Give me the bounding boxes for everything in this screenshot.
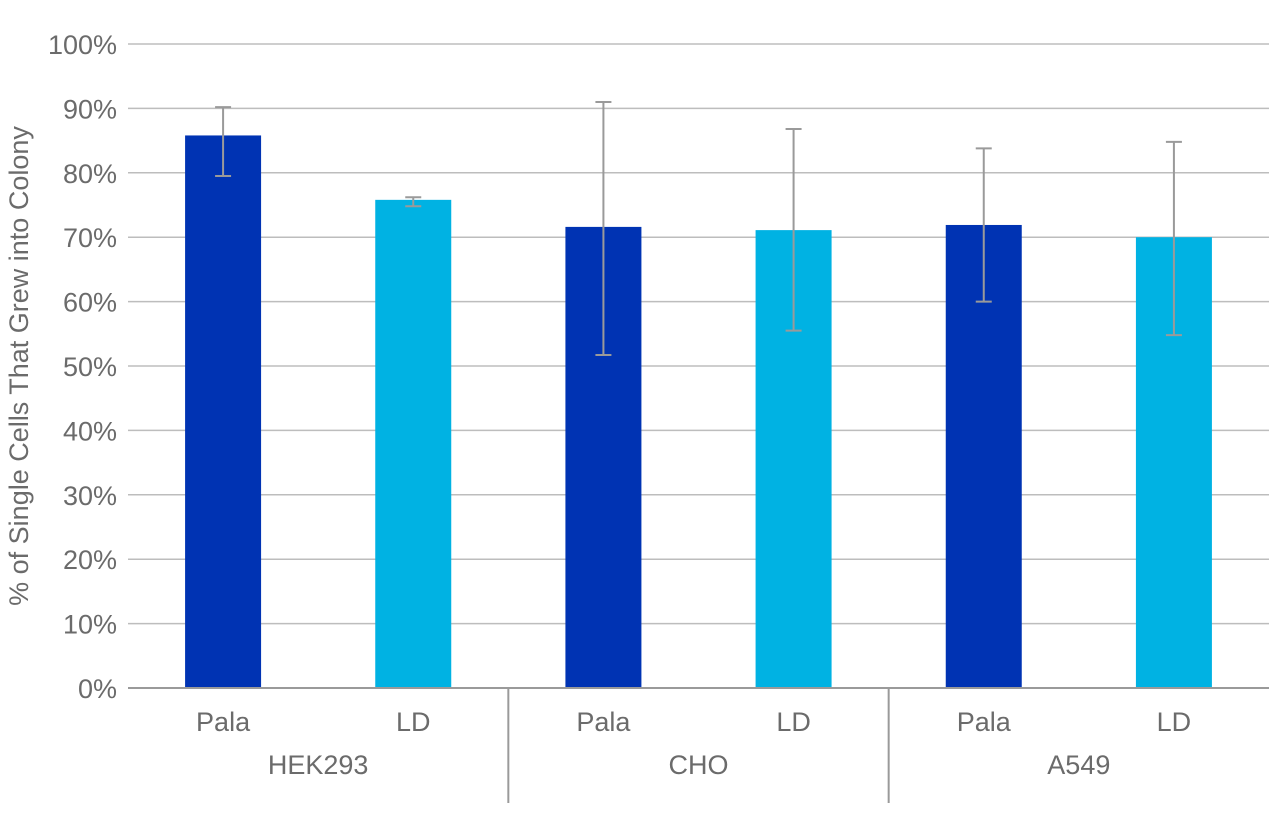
bars [185, 135, 1212, 689]
x-category-label: Pala [957, 707, 1012, 737]
y-tick-label: 10% [63, 610, 117, 640]
x-category-label: LD [776, 707, 811, 737]
error-bar [595, 100, 612, 357]
y-tick-label: 70% [63, 223, 117, 253]
gridlines [128, 43, 1269, 625]
x-category-label: Pala [196, 707, 251, 737]
error-bars [215, 100, 1182, 357]
y-axis-ticks: 0% 10% 20% 30% 40% 50% 60% 70% 80% 90% 100% [48, 30, 117, 704]
error-bar [215, 106, 232, 178]
y-tick-label: 20% [63, 545, 117, 575]
x-category-label: Pala [576, 707, 631, 737]
y-tick-label: 90% [63, 94, 117, 124]
y-axis-label: % of Single Cells That Grew into Colony [4, 126, 34, 606]
x-category-label: LD [396, 707, 431, 737]
y-tick-label: 80% [63, 159, 117, 189]
bar-hek293-pala [185, 135, 262, 688]
y-tick-label: 40% [63, 416, 117, 446]
x-axis: Pala LD HEK293 Pala LD CHO Pala LD A549 [128, 687, 1269, 803]
x-group-label: CHO [669, 750, 729, 780]
y-tick-label: 30% [63, 481, 117, 511]
x-group-label: A549 [1047, 750, 1110, 780]
y-tick-label: 0% [78, 674, 117, 704]
error-bar [975, 147, 992, 303]
error-bar [785, 128, 802, 332]
error-bar [1165, 140, 1182, 337]
bar-hek293-ld [375, 199, 452, 688]
y-tick-label: 50% [63, 352, 117, 382]
x-group-label: HEK293 [268, 750, 369, 780]
y-tick-label: 60% [63, 288, 117, 318]
x-category-label: LD [1157, 707, 1192, 737]
error-bar [405, 196, 422, 208]
y-tick-label: 100% [48, 30, 117, 60]
